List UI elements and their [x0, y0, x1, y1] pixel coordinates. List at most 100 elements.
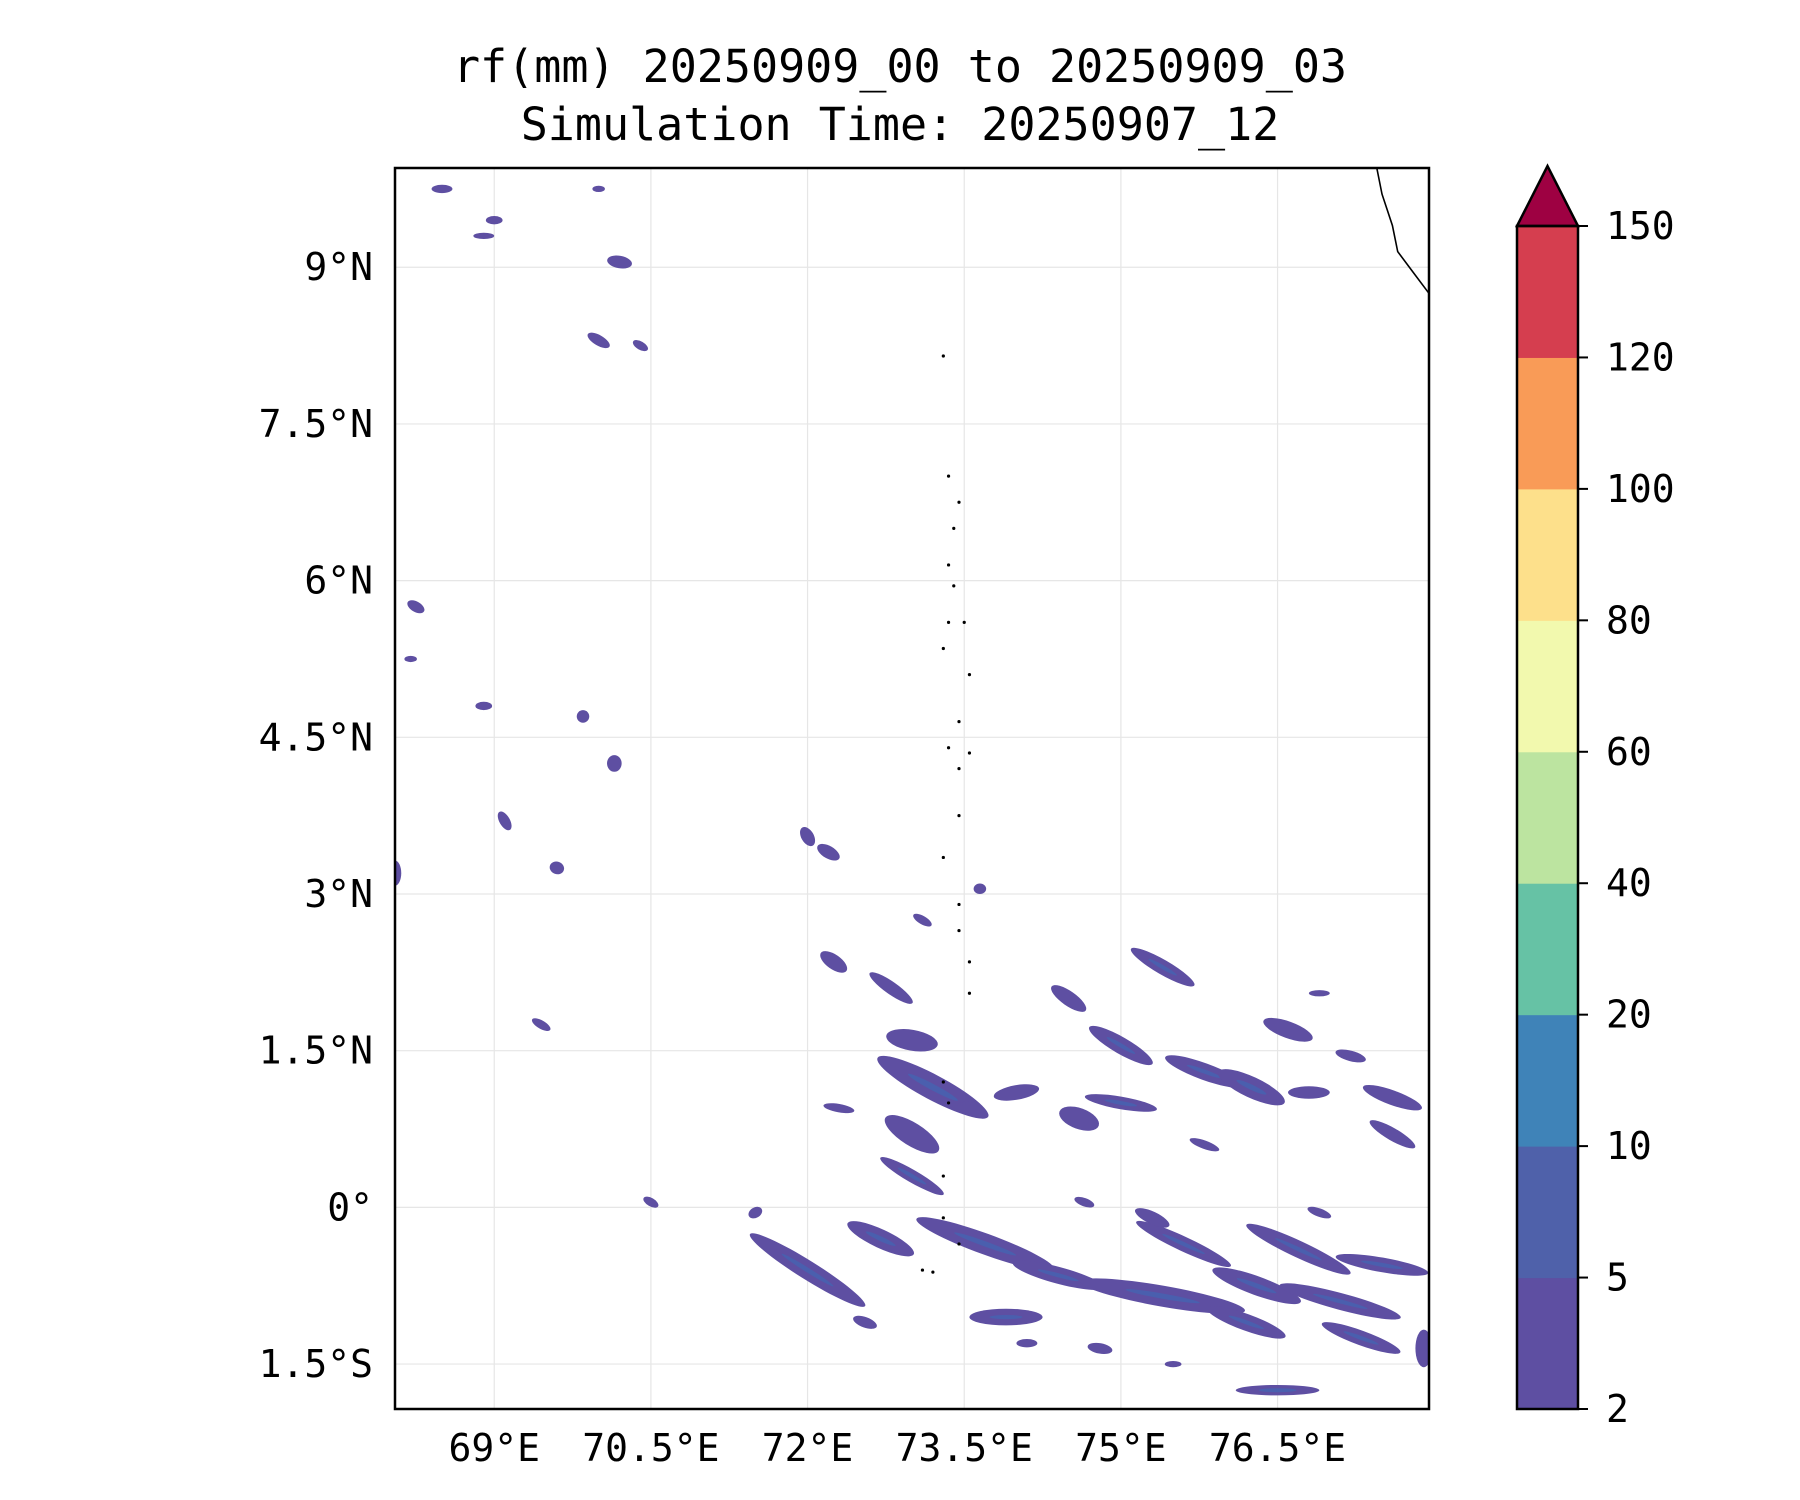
rain-cell — [407, 600, 425, 614]
rain-cell — [973, 883, 987, 895]
rain-cell — [853, 1315, 877, 1329]
island-outline — [941, 646, 945, 651]
rain-cell — [395, 860, 402, 886]
title-line-1: rf(mm) 20250909_00 to 20250909_03 — [452, 40, 1348, 93]
rain-cell-core — [1148, 958, 1177, 976]
rain-cell — [1059, 1106, 1100, 1131]
colorbar-frame — [1515, 224, 1580, 1411]
map-frame — [393, 166, 1431, 1411]
colorbar-segment — [1517, 488, 1578, 621]
rain-cell — [485, 216, 503, 225]
colorbar-tick-label: 150 — [1606, 204, 1675, 248]
colorbar-segment — [1517, 751, 1578, 884]
island-outline — [946, 746, 951, 750]
rain-cell — [632, 340, 648, 352]
coastline-layer — [920, 168, 1429, 1274]
colorbar-tick-label: 100 — [1606, 467, 1675, 511]
rain-cell — [607, 755, 622, 772]
lon-tick-label: 73.5°E — [896, 1426, 1033, 1470]
colorbar-tick-label: 40 — [1606, 861, 1652, 905]
lat-tick-label: 1.5°S — [259, 1342, 373, 1386]
rain-cell-core — [1236, 1079, 1267, 1095]
axis-ticks: 69°E 70.5°E 72°E 73.5°E 75°E 76.5°E 9°N 7.5°N 6°… — [259, 245, 1347, 1470]
rain-cell — [1074, 1196, 1095, 1208]
rain-cell — [886, 1029, 938, 1052]
colorbar-segment — [1517, 1014, 1578, 1147]
rain-cell — [1307, 1206, 1332, 1219]
lat-tick-label: 6°N — [304, 559, 373, 603]
rain-cell — [884, 1115, 940, 1154]
island-outline — [941, 855, 945, 860]
rain-cell — [1164, 1360, 1182, 1368]
colorbar-segment — [1517, 620, 1578, 753]
island-outline — [920, 1268, 925, 1272]
rain-cell — [587, 332, 610, 349]
rain-cell — [1051, 985, 1087, 1012]
lat-tick-label: 3°N — [304, 872, 373, 916]
lon-tick-label: 75°E — [1075, 1426, 1167, 1470]
rain-cell-core — [1125, 1289, 1200, 1304]
rain-cell — [643, 1196, 659, 1208]
india-coastline — [1376, 168, 1429, 295]
rain-cell-core — [1312, 1293, 1368, 1309]
lon-tick-label: 69°E — [448, 1426, 540, 1470]
rain-cell — [592, 185, 605, 193]
island-outline — [957, 720, 961, 724]
rain-cell — [1087, 1342, 1113, 1354]
lat-tick-label: 4.5°N — [259, 715, 373, 759]
rain-cell-core — [907, 1073, 958, 1101]
rain-cell-core — [1343, 1331, 1379, 1345]
island-outline — [967, 960, 972, 964]
rain-cell-core — [1258, 1388, 1297, 1393]
rain-cell-core — [1186, 1064, 1223, 1079]
rain-cell — [1016, 1339, 1038, 1348]
lon-tick-label: 76.5°E — [1209, 1426, 1346, 1470]
lon-tick-label: 72°E — [762, 1426, 854, 1470]
rain-cell — [1263, 1017, 1313, 1042]
island-outline — [941, 354, 945, 358]
rain-cell-core — [989, 1314, 1023, 1320]
island-outline — [946, 474, 951, 478]
rain-cell — [820, 951, 848, 973]
island-outline — [946, 620, 951, 625]
colorbar-segment — [1517, 226, 1578, 358]
rain-cell — [1288, 1086, 1330, 1099]
colorbar-tick-label: 5 — [1606, 1256, 1629, 1300]
island-outline — [957, 928, 961, 933]
island-outline — [957, 767, 961, 771]
colorbar-tick-label: 2 — [1606, 1387, 1629, 1431]
island-outline — [941, 1216, 945, 1220]
rain-cell-core — [897, 1167, 927, 1185]
island-outline — [957, 500, 961, 504]
rain-cell-core — [1162, 1233, 1205, 1255]
colorbar-segment — [1517, 883, 1578, 1016]
colorbar-tick-label: 120 — [1606, 335, 1675, 379]
rain-cell — [800, 826, 816, 847]
rain-cell-core — [1228, 1315, 1264, 1330]
rain-cell-core — [954, 1232, 1017, 1256]
island-outline — [952, 526, 956, 530]
lon-tick-label: 70.5°E — [582, 1426, 719, 1470]
rainfall-contours — [395, 184, 1429, 1396]
rain-cell — [869, 972, 913, 1004]
rain-cell-core — [781, 1253, 834, 1287]
island-outline — [957, 1242, 961, 1246]
rain-cell — [1415, 1329, 1429, 1368]
rain-cell — [531, 1018, 551, 1031]
rain-cell — [607, 255, 632, 269]
rain-cell — [404, 655, 417, 663]
rain-cell — [1335, 1049, 1366, 1063]
island-outline — [941, 1080, 945, 1084]
rain-cell-core — [865, 1231, 896, 1246]
rain-cell — [1134, 1208, 1170, 1228]
colorbar-tick-label: 80 — [1606, 598, 1652, 642]
island-outline — [941, 1174, 945, 1178]
rain-cell — [1189, 1138, 1220, 1152]
rain-cell — [497, 811, 512, 831]
colorbar-segment — [1517, 1277, 1578, 1410]
title-line-2: Simulation Time: 20250907_12 — [520, 98, 1280, 151]
rain-cell — [817, 843, 840, 861]
rain-cell — [1362, 1084, 1422, 1111]
rain-cell-core — [1104, 1099, 1138, 1107]
